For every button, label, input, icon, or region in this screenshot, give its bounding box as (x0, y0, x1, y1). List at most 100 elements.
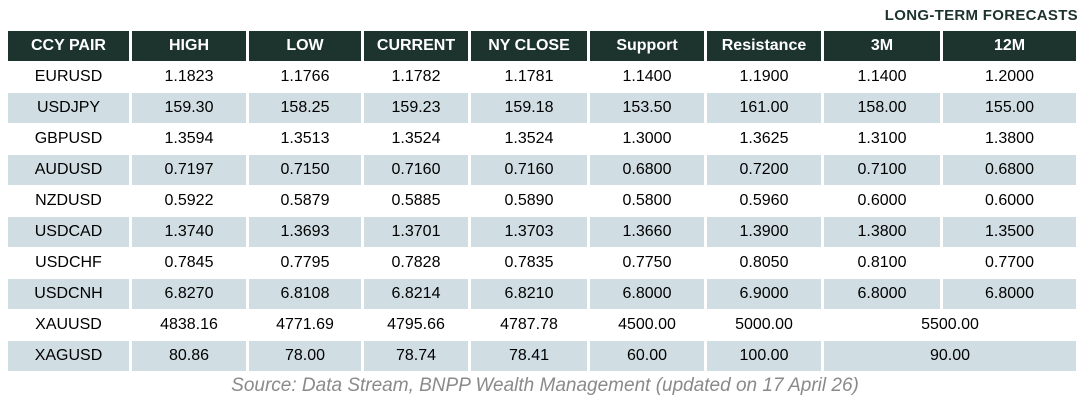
value-cell: 158.25 (249, 93, 361, 123)
value-cell: 80.86 (132, 341, 246, 371)
value-cell: 1.3524 (471, 124, 587, 154)
table-row-eurusd: EURUSD 1.1823 1.1766 1.1782 1.1781 1.1400 1.19… (8, 62, 1076, 92)
value-cell: 0.5922 (132, 186, 246, 216)
value-cell: 78.74 (364, 341, 468, 371)
column-header-12m: 12M (943, 31, 1076, 61)
forecast-merged-cell: 5500.00 (824, 310, 1076, 340)
ccy-pair-cell: USDCHF (8, 248, 129, 278)
value-cell: 0.7150 (249, 155, 361, 185)
value-cell: 0.5800 (590, 186, 704, 216)
value-cell: 1.3000 (590, 124, 704, 154)
column-header-support: Support (590, 31, 704, 61)
value-cell: 0.7160 (364, 155, 468, 185)
column-header-resistance: Resistance (707, 31, 821, 61)
value-cell: 0.6000 (943, 186, 1076, 216)
forecast-merged-cell: 90.00 (824, 341, 1076, 371)
column-header-ccy-pair: CCY PAIR (8, 31, 129, 61)
column-header-current: CURRENT (364, 31, 468, 61)
table-row-audusd: AUDUSD 0.7197 0.7150 0.7160 0.7160 0.6800 0.72… (8, 155, 1076, 185)
value-cell: 4771.69 (249, 310, 361, 340)
value-cell: 0.7795 (249, 248, 361, 278)
value-cell: 6.8214 (364, 279, 468, 309)
value-cell: 161.00 (707, 93, 821, 123)
value-cell: 1.3625 (707, 124, 821, 154)
value-cell: 0.7100 (824, 155, 940, 185)
value-cell: 0.5960 (707, 186, 821, 216)
value-cell: 1.1782 (364, 62, 468, 92)
ccy-pair-cell: USDCAD (8, 217, 129, 247)
value-cell: 159.18 (471, 93, 587, 123)
value-cell: 60.00 (590, 341, 704, 371)
value-cell: 1.3524 (364, 124, 468, 154)
value-cell: 0.7835 (471, 248, 587, 278)
value-cell: 1.1781 (471, 62, 587, 92)
column-header-ny-close: NY CLOSE (471, 31, 587, 61)
value-cell: 0.5885 (364, 186, 468, 216)
value-cell: 0.5890 (471, 186, 587, 216)
header-row: CCY PAIR HIGH LOW CURRENT NY CLOSE Support Res… (8, 31, 1076, 61)
page-title: LONG-TERM FORECASTS (884, 7, 1078, 24)
value-cell: 0.7828 (364, 248, 468, 278)
value-cell: 1.1400 (590, 62, 704, 92)
value-cell: 153.50 (590, 93, 704, 123)
ccy-pair-cell: XAUUSD (8, 310, 129, 340)
column-header-3m: 3M (824, 31, 940, 61)
value-cell: 1.3513 (249, 124, 361, 154)
title-row: LONG-TERM FORECASTS (0, 0, 1090, 30)
value-cell: 100.00 (707, 341, 821, 371)
value-cell: 1.1823 (132, 62, 246, 92)
value-cell: 1.1400 (824, 62, 940, 92)
ccy-pair-cell: USDCNH (8, 279, 129, 309)
ccy-pair-cell: EURUSD (8, 62, 129, 92)
value-cell: 4795.66 (364, 310, 468, 340)
source-note: Source: Data Stream, BNPP Wealth Managem… (231, 375, 859, 396)
value-cell: 6.8000 (824, 279, 940, 309)
table-row-xauusd: XAUUSD 4838.16 4771.69 4795.66 4787.78 4500.0… (8, 310, 1076, 340)
value-cell: 1.3900 (707, 217, 821, 247)
value-cell: 0.7845 (132, 248, 246, 278)
value-cell: 159.30 (132, 93, 246, 123)
value-cell: 1.3703 (471, 217, 587, 247)
ccy-pair-cell: AUDUSD (8, 155, 129, 185)
value-cell: 1.3701 (364, 217, 468, 247)
table-row-nzdusd: NZDUSD 0.5922 0.5879 0.5885 0.5890 0.5800 0.59… (8, 186, 1076, 216)
value-cell: 4787.78 (471, 310, 587, 340)
value-cell: 1.2000 (943, 62, 1076, 92)
value-cell: 0.8050 (707, 248, 821, 278)
value-cell: 1.3500 (943, 217, 1076, 247)
value-cell: 0.7197 (132, 155, 246, 185)
table-row-gbpusd: GBPUSD 1.3594 1.3513 1.3524 1.3524 1.3000 1.36… (8, 124, 1076, 154)
value-cell: 1.3800 (943, 124, 1076, 154)
value-cell: 0.8100 (824, 248, 940, 278)
fx-rates-table: CCY PAIR HIGH LOW CURRENT NY CLOSE Support Res… (5, 30, 1079, 372)
ccy-pair-cell: USDJPY (8, 93, 129, 123)
value-cell: 6.8210 (471, 279, 587, 309)
table-row-usdcnh: USDCNH 6.8270 6.8108 6.8214 6.8210 6.8000 6.90… (8, 279, 1076, 309)
value-cell: 4838.16 (132, 310, 246, 340)
value-cell: 0.7750 (590, 248, 704, 278)
value-cell: 0.6800 (943, 155, 1076, 185)
value-cell: 1.3100 (824, 124, 940, 154)
column-header-low: LOW (249, 31, 361, 61)
value-cell: 5000.00 (707, 310, 821, 340)
value-cell: 78.00 (249, 341, 361, 371)
value-cell: 6.8000 (943, 279, 1076, 309)
value-cell: 1.3594 (132, 124, 246, 154)
value-cell: 1.1900 (707, 62, 821, 92)
value-cell: 1.3693 (249, 217, 361, 247)
value-cell: 4500.00 (590, 310, 704, 340)
value-cell: 0.7200 (707, 155, 821, 185)
ccy-pair-cell: NZDUSD (8, 186, 129, 216)
table-row-xagusd: XAGUSD 80.86 78.00 78.74 78.41 60.00 100.00 90.… (8, 341, 1076, 371)
value-cell: 6.8270 (132, 279, 246, 309)
value-cell: 0.6000 (824, 186, 940, 216)
value-cell: 1.3800 (824, 217, 940, 247)
ccy-pair-cell: XAGUSD (8, 341, 129, 371)
value-cell: 0.5879 (249, 186, 361, 216)
value-cell: 6.8000 (590, 279, 704, 309)
value-cell: 6.8108 (249, 279, 361, 309)
value-cell: 1.3660 (590, 217, 704, 247)
table-body: EURUSD 1.1823 1.1766 1.1782 1.1781 1.1400 1.19… (8, 62, 1076, 371)
value-cell: 0.7700 (943, 248, 1076, 278)
